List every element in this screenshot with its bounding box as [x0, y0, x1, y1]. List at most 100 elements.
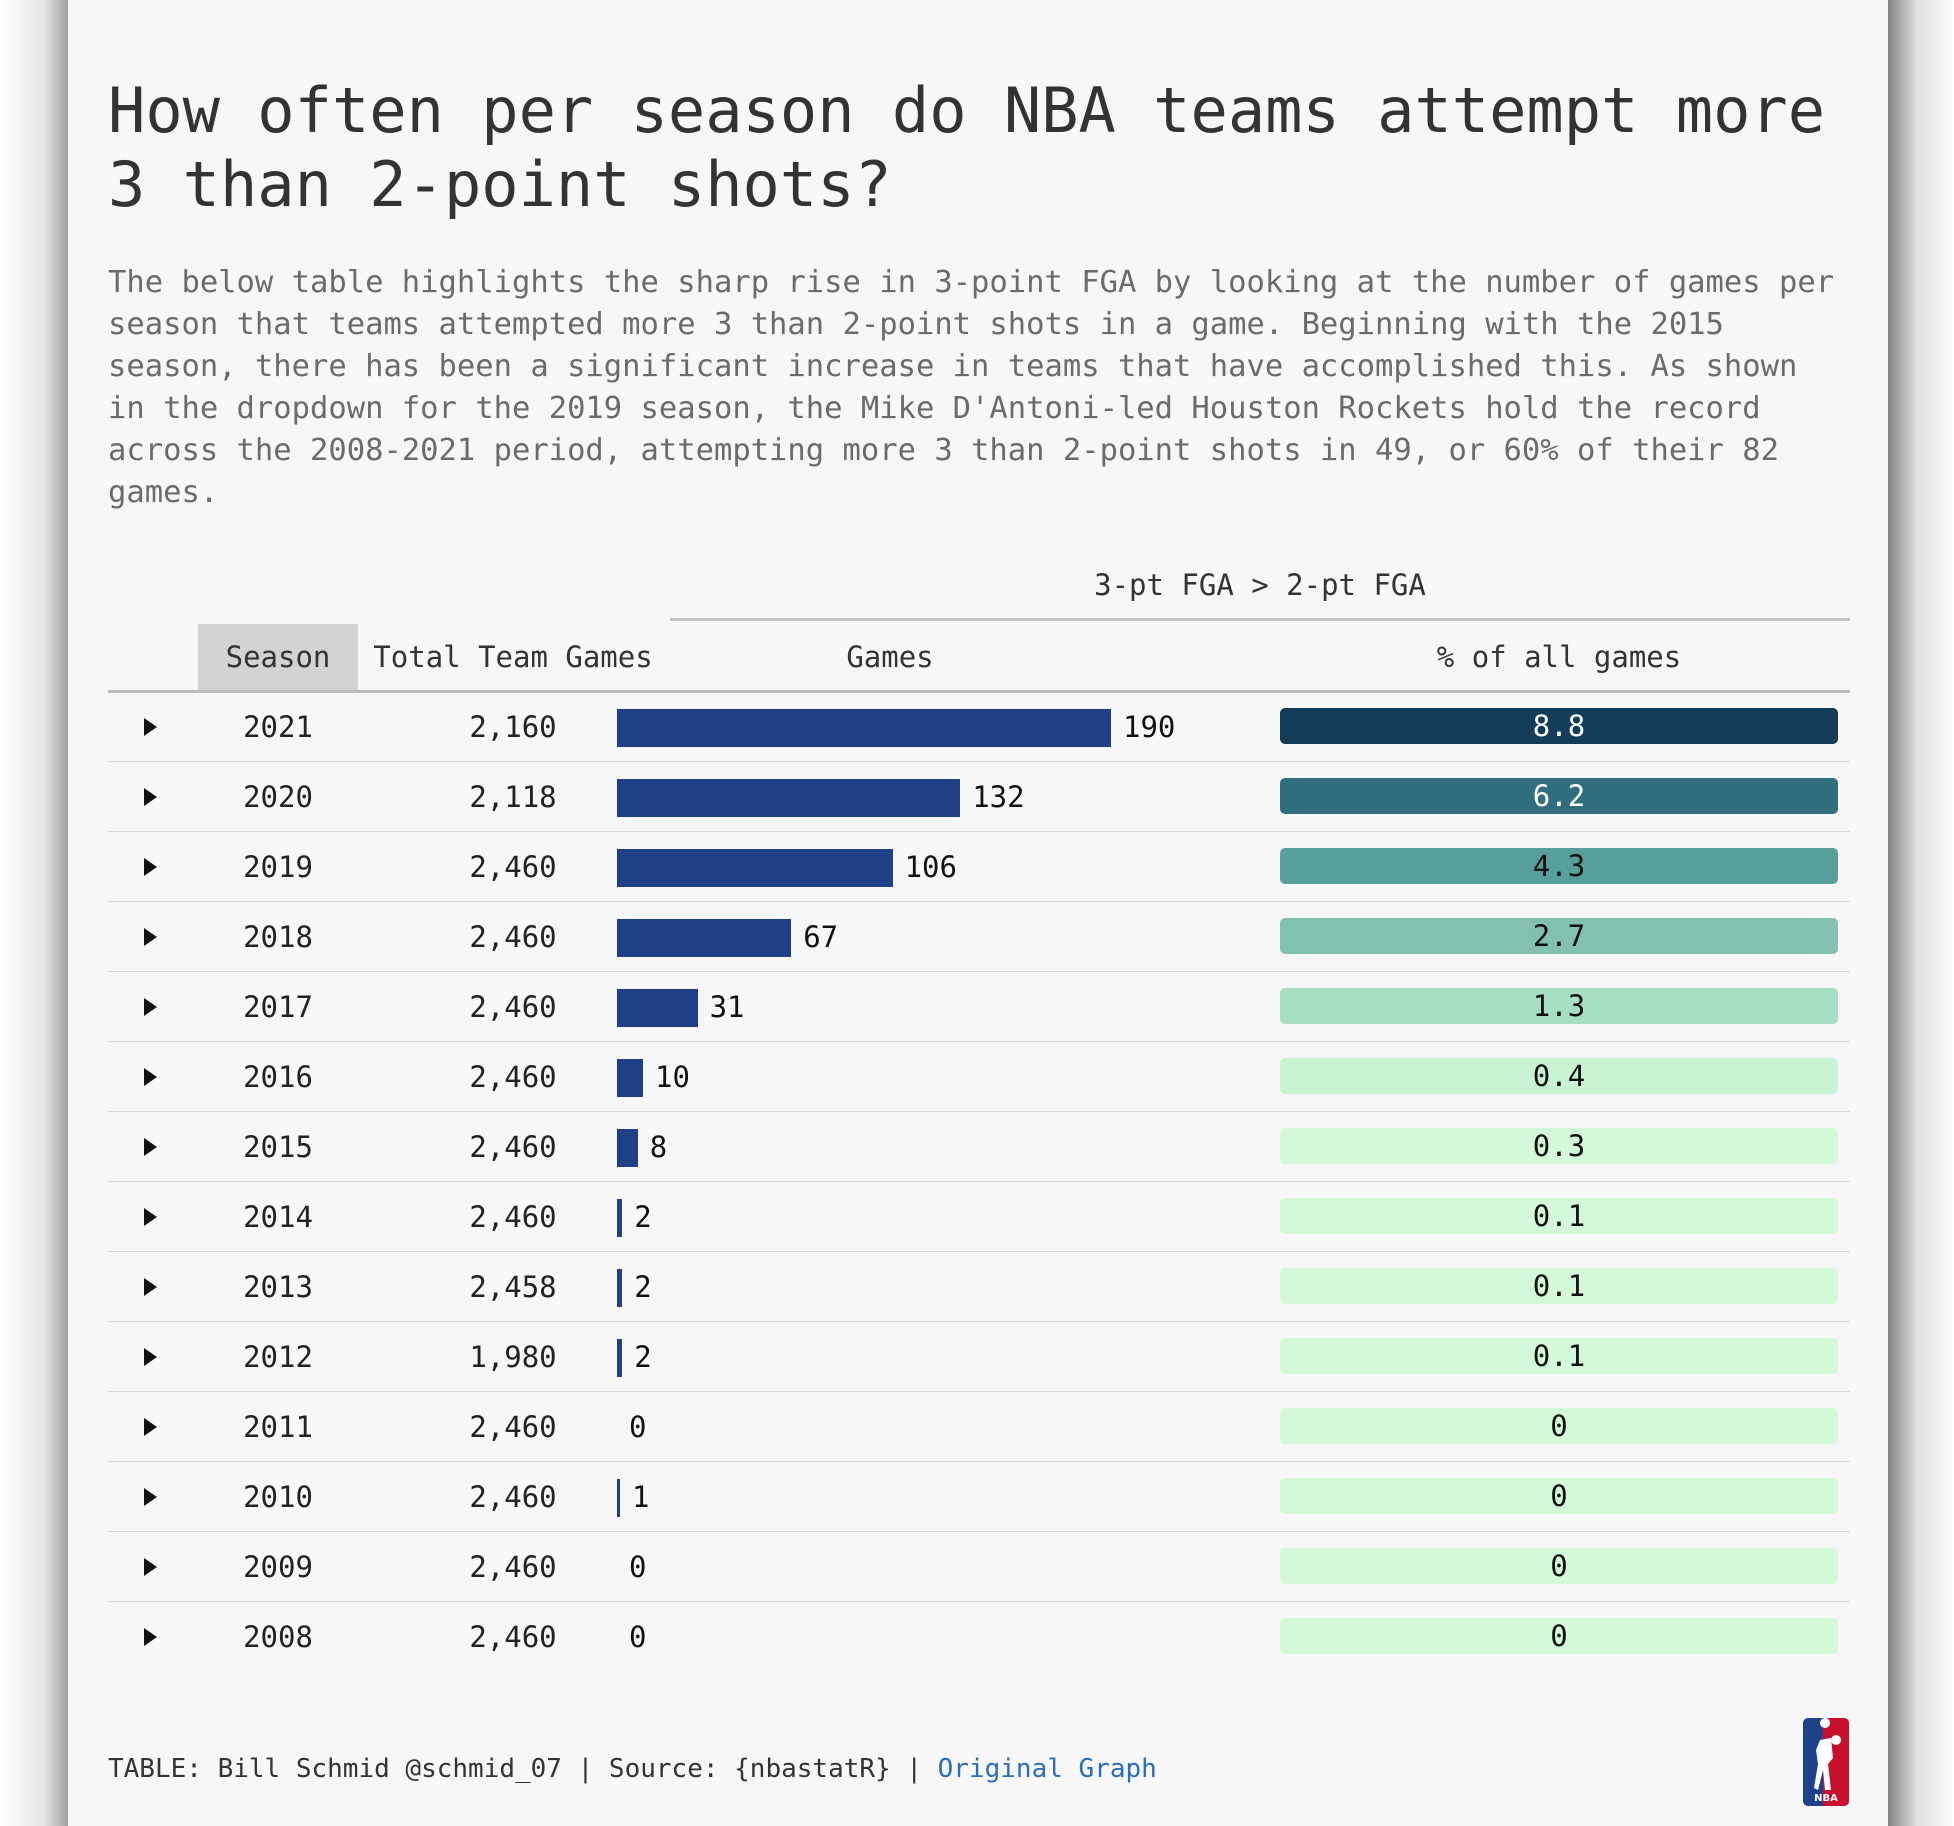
expand-caret-icon[interactable] [144, 1488, 157, 1506]
games-bar [617, 1129, 638, 1167]
pct-cell: 0.1 [1280, 1338, 1838, 1374]
games-bar [617, 989, 698, 1027]
table-row[interactable]: 2012 1,980 2 0.1 [108, 1322, 1850, 1392]
footer: TABLE: Bill Schmid @schmid_07 | Source: … [108, 1752, 1157, 1786]
games-value-label: 0 [629, 1410, 647, 1444]
expand-caret-icon[interactable] [144, 858, 157, 876]
pct-cell: 8.8 [1280, 708, 1838, 744]
season-cell: 2017 [243, 990, 313, 1024]
page-shadow-right [1886, 0, 1954, 1826]
header-rule [108, 690, 1850, 693]
games-bar [617, 779, 961, 817]
games-value-label: 132 [972, 780, 1025, 814]
games-bar [617, 1479, 620, 1517]
table-row[interactable]: 2013 2,458 2 0.1 [108, 1252, 1850, 1322]
expand-caret-icon[interactable] [144, 1138, 157, 1156]
pct-column-header[interactable]: % of all games [1436, 640, 1682, 674]
games-bar [617, 1339, 623, 1377]
games-bar [617, 1199, 623, 1237]
expand-caret-icon[interactable] [144, 1208, 157, 1226]
total-games-column-header[interactable]: Total Team Games [373, 640, 653, 674]
total-games-cell: 2,460 [469, 990, 557, 1024]
season-cell: 2008 [243, 1620, 313, 1654]
games-value-label: 1 [632, 1480, 650, 1514]
chart-title: How often per season do NBA teams attemp… [108, 74, 1826, 221]
pct-cell: 0.3 [1280, 1128, 1838, 1164]
table-header: Season Total Team Games Games % of all g… [108, 624, 1850, 690]
total-games-cell: 2,460 [469, 1410, 557, 1444]
total-games-cell: 1,980 [469, 1340, 557, 1374]
nba-logo-icon: NBA [1803, 1718, 1849, 1806]
total-games-cell: 2,460 [469, 1060, 557, 1094]
total-games-cell: 2,460 [469, 1480, 557, 1514]
games-value-label: 2 [634, 1270, 652, 1304]
season-cell: 2016 [243, 1060, 313, 1094]
expand-caret-icon[interactable] [144, 1348, 157, 1366]
games-value-label: 0 [629, 1620, 647, 1654]
table-card: How often per season do NBA teams attemp… [68, 0, 1888, 1826]
expand-caret-icon[interactable] [144, 1418, 157, 1436]
expand-caret-icon[interactable] [144, 1558, 157, 1576]
pct-cell: 0.4 [1280, 1058, 1838, 1094]
table-row[interactable]: 2018 2,460 67 2.7 [108, 902, 1850, 972]
pct-cell: 0 [1280, 1618, 1838, 1654]
games-bar [617, 919, 792, 957]
season-cell: 2015 [243, 1130, 313, 1164]
season-cell: 2020 [243, 780, 313, 814]
pct-cell: 0 [1280, 1548, 1838, 1584]
table-row[interactable]: 2008 2,460 0 0 [108, 1602, 1850, 1672]
expand-caret-icon[interactable] [144, 998, 157, 1016]
total-games-cell: 2,460 [469, 850, 557, 884]
pct-cell: 0 [1280, 1478, 1838, 1514]
games-bar [617, 1269, 623, 1307]
total-games-cell: 2,160 [469, 710, 557, 744]
table-row[interactable]: 2015 2,460 8 0.3 [108, 1112, 1850, 1182]
total-games-cell: 2,118 [469, 780, 557, 814]
games-value-label: 190 [1123, 710, 1176, 744]
season-cell: 2009 [243, 1550, 313, 1584]
table-row[interactable]: 2016 2,460 10 0.4 [108, 1042, 1850, 1112]
footer-source: Source: {nbastatR} [608, 1754, 891, 1784]
games-value-label: 106 [904, 850, 957, 884]
games-value-label: 8 [649, 1130, 668, 1164]
table-row[interactable]: 2014 2,460 2 0.1 [108, 1182, 1850, 1252]
season-cell: 2018 [243, 920, 313, 954]
total-games-cell: 2,460 [469, 1620, 557, 1654]
table-body: 2021 2,160 190 8.8 2020 2,118 132 6.2 2019 2,460 1… [108, 692, 1850, 1672]
table-row[interactable]: 2020 2,118 132 6.2 [108, 762, 1850, 832]
games-column-header[interactable]: Games [846, 640, 934, 674]
chart-subtitle: The below table highlights the sharp ris… [108, 265, 1835, 510]
expand-caret-icon[interactable] [144, 1278, 157, 1296]
pct-cell: 0 [1280, 1408, 1838, 1444]
column-spanner-label: 3-pt FGA > 2-pt FGA [1094, 568, 1426, 602]
table-row[interactable]: 2010 2,460 1 0 [108, 1462, 1850, 1532]
games-value-label: 2 [634, 1340, 652, 1374]
pct-cell: 6.2 [1280, 778, 1838, 814]
table-row[interactable]: 2009 2,460 0 0 [108, 1532, 1850, 1602]
table-row[interactable]: 2019 2,460 106 4.3 [108, 832, 1850, 902]
season-cell: 2013 [243, 1270, 313, 1304]
expand-caret-icon[interactable] [144, 928, 157, 946]
pct-cell: 0.1 [1280, 1268, 1838, 1304]
total-games-cell: 2,458 [469, 1270, 557, 1304]
season-cell: 2021 [243, 710, 313, 744]
season-cell: 2019 [243, 850, 313, 884]
original-graph-link[interactable]: Original Graph [937, 1754, 1157, 1784]
total-games-cell: 2,460 [469, 1130, 557, 1164]
table-row[interactable]: 2011 2,460 0 0 [108, 1392, 1850, 1462]
pct-cell: 0.1 [1280, 1198, 1838, 1234]
season-cell: 2012 [243, 1340, 313, 1374]
season-column-header[interactable]: Season [198, 624, 358, 690]
season-cell: 2011 [243, 1410, 313, 1444]
games-value-label: 0 [629, 1550, 647, 1584]
table-row[interactable]: 2017 2,460 31 1.3 [108, 972, 1850, 1042]
games-value-label: 31 [709, 990, 745, 1024]
expand-caret-icon[interactable] [144, 788, 157, 806]
games-value-label: 10 [655, 1060, 690, 1094]
total-games-cell: 2,460 [469, 1200, 557, 1234]
table-row[interactable]: 2021 2,160 190 8.8 [108, 692, 1850, 762]
expand-caret-icon[interactable] [144, 718, 157, 736]
expand-caret-icon[interactable] [144, 1068, 157, 1086]
expand-caret-icon[interactable] [144, 1628, 157, 1646]
games-bar [617, 1059, 643, 1097]
